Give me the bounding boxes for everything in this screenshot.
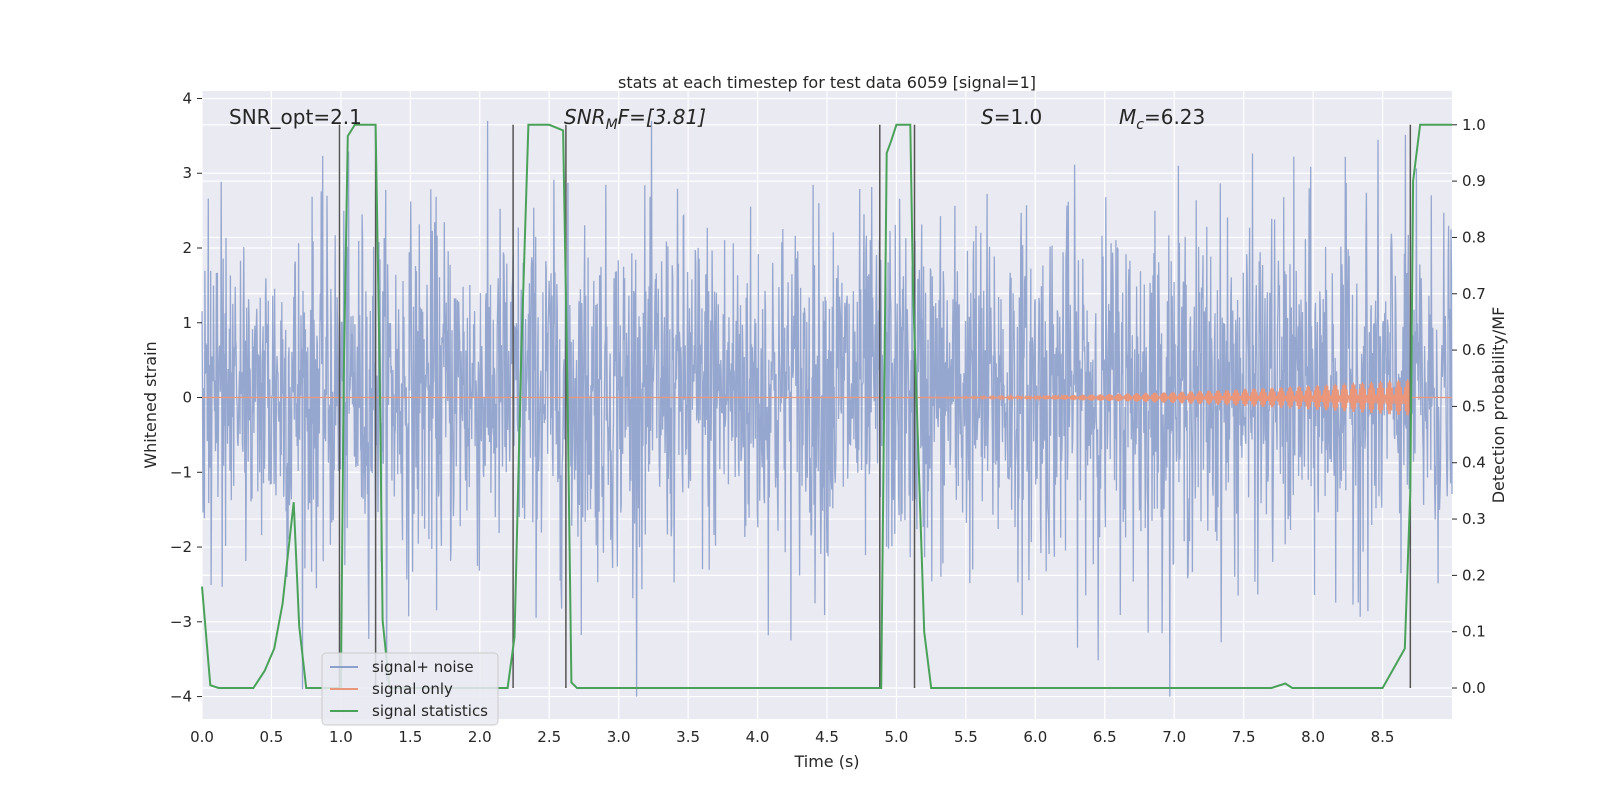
y2-tick-label: 0.5 (1462, 397, 1486, 415)
x-tick-label: 4.0 (746, 728, 770, 746)
y2-tick-label: 0.4 (1462, 454, 1486, 472)
legend-label-signal-plus-noise: signal+ noise (372, 658, 474, 676)
y-tick-label: 4 (182, 89, 192, 107)
y-axis-label: Whitened strain (141, 341, 160, 468)
x-tick-label: 0.0 (190, 728, 214, 746)
x-tick-label: 7.5 (1232, 728, 1256, 746)
y2-tick-label: 0.3 (1462, 510, 1486, 528)
legend-label-signal-only: signal only (372, 680, 453, 698)
y2-tick-label: 0.9 (1462, 172, 1486, 190)
x-tick-label: 6.0 (1023, 728, 1047, 746)
annotation-mc: Mc=6.23 (1119, 105, 1205, 133)
x-axis-label: Time (s) (793, 752, 859, 771)
x-tick-label: 8.0 (1301, 728, 1325, 746)
x-tick-label: 6.5 (1093, 728, 1117, 746)
y2-axis-ticks: 1.0 0.9 0.8 0.7 0.6 0.5 0.4 0.3 0.2 0.1 0.0 (1452, 116, 1486, 697)
x-tick-label: 3.0 (607, 728, 631, 746)
annotation-mc-rest: =6.23 (1144, 105, 1205, 129)
y-tick-label: −1 (170, 463, 192, 481)
y2-tick-label: 0.2 (1462, 566, 1486, 584)
y2-tick-label: 0.0 (1462, 679, 1486, 697)
y-tick-label: 3 (182, 164, 192, 182)
y-tick-label: −2 (170, 538, 192, 556)
y2-tick-label: 0.6 (1462, 341, 1486, 359)
x-tick-label: 8.5 (1371, 728, 1395, 746)
signal-statistics-line (201, 123, 1452, 689)
x-tick-label: 4.5 (815, 728, 839, 746)
y-axis-ticks: 4 3 2 1 0 −1 −2 −3 −4 (170, 89, 202, 706)
legend-label-signal-statistics: signal statistics (372, 702, 488, 720)
y-tick-label: 2 (182, 239, 192, 257)
y2-tick-label: 0.7 (1462, 285, 1486, 303)
annotation-s: S=1.0 (981, 105, 1042, 129)
x-tick-label: 3.5 (676, 728, 700, 746)
annotation-s-main: S (981, 105, 994, 129)
signal-only-series (202, 378, 1452, 416)
annotation-snr-mf-sub: M (606, 117, 618, 133)
y-tick-label: 1 (182, 314, 192, 332)
y-tick-label: 0 (182, 389, 192, 407)
annotation-s-rest: =1.0 (994, 105, 1043, 129)
x-tick-label: 5.5 (954, 728, 978, 746)
x-tick-label: 7.0 (1162, 728, 1186, 746)
y2-tick-label: 1.0 (1462, 116, 1486, 134)
x-axis-ticks: 0.0 0.5 1.0 1.5 2.0 2.5 3.0 3.5 4.0 4.5 5.0 5.5 6.0 6… (190, 728, 1394, 746)
annotation-snr-mf: SNRMF=[3.81] (564, 105, 706, 133)
annotation-snr-opt: SNR_opt=2.1 (229, 105, 362, 129)
signal-only-line (202, 378, 1452, 416)
y2-tick-label: 0.8 (1462, 228, 1486, 246)
x-tick-label: 0.5 (260, 728, 284, 746)
annotation-mc-sub: c (1136, 117, 1144, 133)
chart-title: stats at each timestep for test data 605… (618, 73, 1036, 92)
y-tick-label: −4 (170, 688, 192, 706)
x-tick-label: 1.0 (329, 728, 353, 746)
y2-axis-label: Detection probability/MF (1489, 307, 1508, 504)
annotation-snr-mf-main: SNR (564, 105, 606, 129)
signal-statistics-series (201, 123, 1452, 689)
legend: signal+ noise signal only signal statist… (321, 652, 499, 726)
annotation-snr-mf-rest: F=[3.81] (618, 105, 706, 129)
y2-tick-label: 0.1 (1462, 623, 1486, 641)
y-tick-label: −3 (170, 613, 192, 631)
signal-plus-noise-series (201, 120, 1453, 697)
annotation-mc-main: M (1119, 105, 1136, 129)
x-tick-label: 2.5 (537, 728, 561, 746)
x-tick-label: 2.0 (468, 728, 492, 746)
x-tick-label: 5.0 (885, 728, 909, 746)
x-tick-label: 1.5 (398, 728, 422, 746)
legend-box (321, 652, 499, 726)
signal-plus-noise-line (201, 120, 1453, 697)
